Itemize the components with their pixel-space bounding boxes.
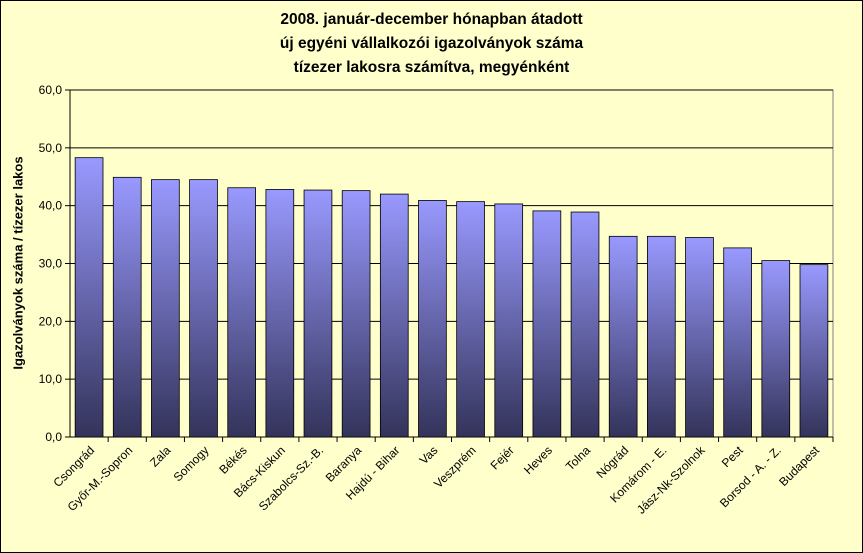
x-tick-label: Fejér xyxy=(488,443,517,472)
y-tick-label: 0,0 xyxy=(45,430,62,444)
bar xyxy=(608,235,638,438)
y-tick-label: 50,0 xyxy=(39,141,63,155)
bar xyxy=(799,264,829,438)
bar xyxy=(151,179,180,438)
x-tick-label: Veszprém xyxy=(431,443,479,491)
x-tick-label: Békés xyxy=(216,443,249,476)
x-tick-label: Heves xyxy=(521,443,555,477)
chart-title-line-2: új egyéni vállalkozói igazolványok száma xyxy=(279,35,584,52)
bar xyxy=(303,189,333,438)
bar xyxy=(341,190,371,438)
bar xyxy=(494,203,524,438)
x-tick-label: Tolna xyxy=(563,443,593,473)
x-tick-label: Pest xyxy=(719,443,746,470)
bar xyxy=(112,176,142,438)
y-tick-label: 20,0 xyxy=(39,314,63,328)
bar xyxy=(379,193,409,438)
bar xyxy=(227,187,256,438)
x-tick-label: Jász-Nk-Szolnok xyxy=(634,443,708,517)
bar xyxy=(532,210,562,438)
bar xyxy=(570,211,600,438)
bar xyxy=(74,157,104,438)
bar xyxy=(456,201,485,438)
y-tick-label: 10,0 xyxy=(39,372,63,386)
y-tick-label: 30,0 xyxy=(39,257,63,271)
x-tick-label: Vas xyxy=(417,443,441,467)
x-tick-label: Somogy xyxy=(171,443,212,484)
x-tick-label: Zala xyxy=(147,443,174,470)
x-tick-label: Nógrád xyxy=(594,443,632,481)
chart-title-line-3: tízezer lakosra számítva, megyénként xyxy=(293,59,570,76)
x-tick-label: Budapest xyxy=(776,443,822,489)
bar xyxy=(723,247,752,438)
chart-title-line-1: 2008. január-december hónapban átadott xyxy=(280,11,583,28)
chart-title: 2008. január-december hónapban átadott ú… xyxy=(0,8,863,80)
x-tick-label: Győr-M.-Sopron xyxy=(65,443,136,514)
y-tick-label: 40,0 xyxy=(39,199,63,213)
bar xyxy=(265,189,295,438)
bar xyxy=(685,237,714,438)
y-tick-label: 60,0 xyxy=(39,83,63,97)
bar xyxy=(189,179,218,438)
bar xyxy=(647,235,676,438)
bar xyxy=(418,200,447,438)
bar xyxy=(761,260,791,438)
